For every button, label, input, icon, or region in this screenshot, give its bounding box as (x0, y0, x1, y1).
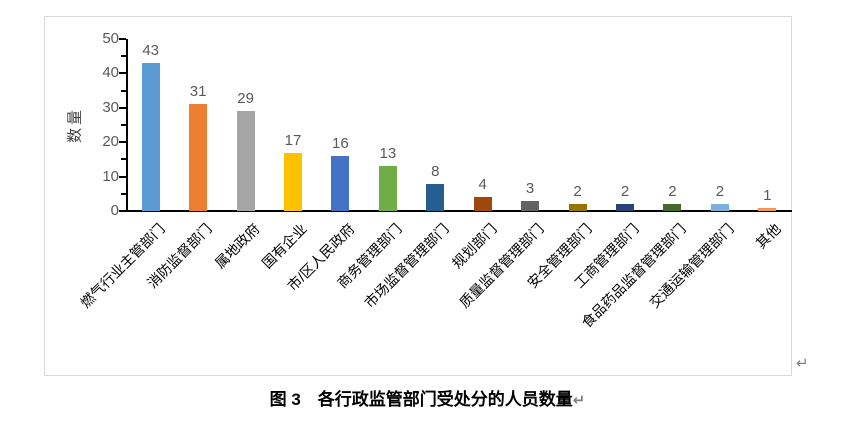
chart-object[interactable]: 数量 0 10 20 30 40 50 43 31 29 17 16 13 8 4 3 2 2 2 2 1 燃气行业… (44, 16, 792, 376)
y-axis-major-tick (119, 175, 126, 178)
bar-value-label: 2 (668, 183, 677, 201)
bar-value-label: 8 (431, 162, 440, 180)
paragraph-mark: ↵ (572, 392, 586, 409)
y-axis-tick-labels: 0 10 20 30 40 50 (45, 30, 119, 219)
bar-value-label: 1 (763, 186, 772, 204)
plot-area: 43 31 29 17 16 13 8 4 3 2 2 2 2 1 (119, 38, 792, 212)
y-axis-tick-label: 10 (102, 167, 119, 185)
y-axis-minor-tick (121, 192, 126, 195)
bar (236, 111, 255, 211)
paragraph-mark: ↵ (796, 355, 809, 372)
bar (473, 197, 492, 211)
bar-value-label: 2 (715, 183, 725, 201)
bar (141, 63, 160, 211)
y-axis-tick-label: 0 (110, 202, 119, 219)
bar-value-label: 29 (237, 90, 254, 108)
bar (710, 204, 729, 211)
y-axis-major-tick (119, 72, 126, 75)
bar (568, 204, 587, 211)
y-axis-major-tick (119, 210, 126, 212)
bar (378, 166, 397, 211)
y-axis-major-tick (119, 141, 126, 144)
bar-value-label: 16 (332, 135, 349, 152)
bar-value-label: 43 (142, 42, 160, 60)
bar (758, 207, 777, 211)
y-axis-tick-label: 50 (102, 30, 119, 47)
bar (284, 152, 302, 211)
y-axis-tick-label: 30 (102, 98, 119, 116)
bar-value-label: 3 (525, 179, 535, 197)
x-axis-line (126, 210, 792, 212)
bar-value-label: 13 (379, 145, 397, 163)
y-axis-tick-label: 40 (102, 64, 119, 82)
x-axis-category-labels: 燃气行业主管部门 消防监督部门 属地政府 国有企业 市/区人民政府 商务管理部门 市场监督管… (77, 211, 791, 371)
y-axis-minor-tick (121, 55, 126, 58)
y-axis-line (126, 39, 128, 212)
y-axis-minor-tick (121, 89, 126, 92)
bar-value-label: 31 (189, 83, 207, 101)
bar (521, 200, 540, 211)
figure-caption-text: 图 3 各行政监管部门受处分的人员数量 (269, 390, 573, 409)
x-axis-category-label: 市场监督管理部门 (361, 220, 453, 311)
x-axis-category-label: 属地政府 (211, 220, 263, 272)
bar (616, 204, 634, 211)
bar-value-label: 2 (620, 183, 630, 201)
bar (663, 204, 682, 211)
figure-caption: 图 3 各行政监管部门受处分的人员数量↵ (0, 389, 855, 412)
bar (426, 183, 445, 211)
bar-value-label: 17 (284, 131, 302, 149)
bar (331, 156, 350, 211)
y-axis-minor-tick (121, 158, 126, 161)
y-axis-major-tick (119, 106, 126, 109)
bar (189, 104, 208, 211)
y-axis-major-tick (119, 38, 126, 40)
bar-value-label: 2 (573, 183, 582, 201)
bar-value-label: 4 (478, 176, 487, 194)
x-axis-category-label: 交通运输管理部门 (646, 220, 737, 311)
y-axis-minor-tick (121, 124, 126, 126)
x-axis-category-label: 其他 (752, 220, 785, 252)
y-axis-tick-label: 20 (102, 133, 119, 151)
